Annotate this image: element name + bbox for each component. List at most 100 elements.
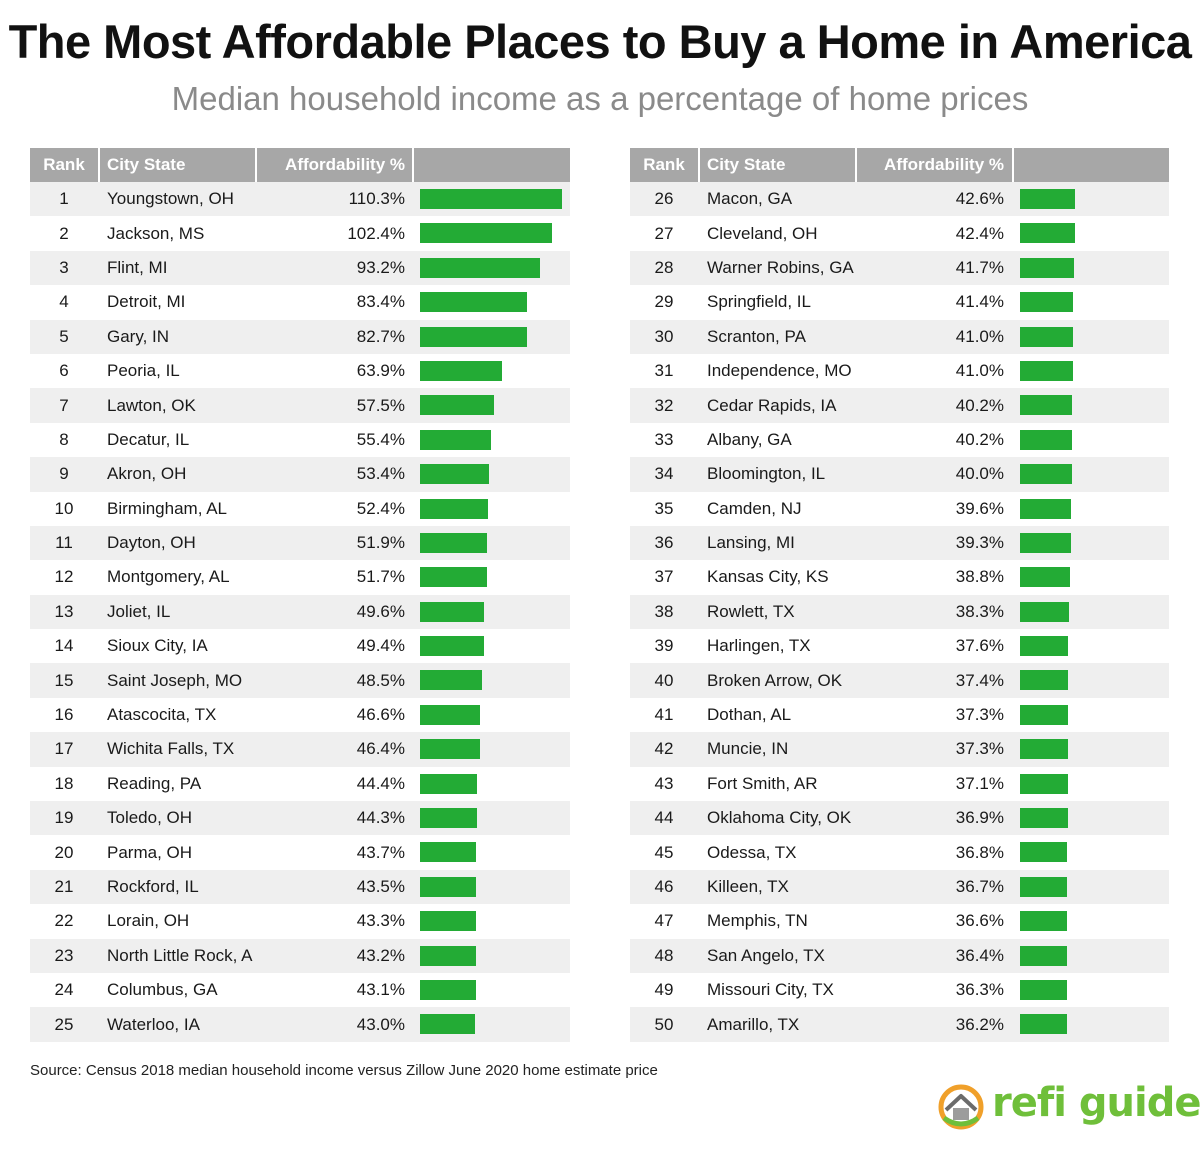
affordability-bar	[420, 636, 484, 657]
affordability-label: 36.6%	[955, 911, 1004, 931]
table-row: 44 Oklahoma City, OK 36.9%	[630, 801, 1169, 836]
affordability-bar	[1020, 773, 1068, 794]
affordability-bar	[1020, 360, 1073, 381]
city-cell: Springfield, IL	[707, 292, 811, 312]
affordability-label: 37.1%	[955, 773, 1004, 793]
affordability-bar	[1020, 326, 1073, 347]
affordability-bar	[420, 739, 480, 760]
city-cell: Fort Smith, AR	[707, 773, 818, 793]
city-cell: Peoria, IL	[107, 361, 180, 381]
table-row: 23 North Little Rock, A 43.2%	[30, 938, 570, 973]
table-header: Rank City State Affordability %	[630, 148, 1169, 182]
rank-cell: 18	[54, 773, 74, 793]
affordability-bar	[420, 601, 484, 622]
affordability-bar	[1020, 808, 1068, 829]
rank-cell: 23	[54, 945, 74, 965]
table-row: 5 Gary, IN 82.7%	[30, 319, 570, 354]
table-row: 46 Killeen, TX 36.7%	[630, 869, 1169, 905]
header-rank: Rank	[643, 155, 685, 174]
city-cell: Lansing, MI	[707, 533, 795, 553]
affordability-bar	[420, 292, 528, 313]
table-row: 25 Waterloo, IA 43.0%	[30, 1007, 570, 1042]
table-row: 2 Jackson, MS 102.4%	[30, 216, 570, 251]
table-row: 39 Harlingen, TX 37.6%	[630, 629, 1169, 664]
table-row: 9 Akron, OH 53.4%	[30, 457, 570, 492]
city-cell: Lawton, OK	[107, 395, 196, 415]
city-cell: Rowlett, TX	[707, 601, 795, 621]
rank-cell: 17	[54, 739, 74, 759]
affordability-bar	[420, 670, 483, 691]
affordability-bar	[420, 979, 476, 1000]
logo: refi guide	[936, 1080, 1200, 1130]
rank-cell: 36	[654, 533, 674, 553]
header-city: City State	[707, 155, 786, 174]
table-row: 16 Atascocita, TX 46.6%	[30, 697, 570, 733]
page-title: The Most Affordable Places to Buy a Home…	[8, 15, 1192, 68]
affordability-label: 44.3%	[356, 808, 405, 828]
table-row: 32 Cedar Rapids, IA 40.2%	[630, 388, 1169, 423]
table-row: 37 Kansas City, KS 38.8%	[630, 560, 1169, 595]
affordability-bar	[420, 1014, 476, 1035]
city-cell: Harlingen, TX	[707, 636, 811, 656]
table-body: 26 Macon, GA 42.6% 27 Cleveland, OH 42.4% 28 Wa…	[630, 182, 1169, 1042]
city-cell: Kansas City, KS	[707, 567, 829, 587]
rank-cell: 8	[59, 429, 69, 449]
affordability-label: 46.4%	[356, 739, 405, 759]
rank-cell: 10	[54, 498, 74, 518]
table-row: 21 Rockford, IL 43.5%	[30, 869, 570, 905]
affordability-bar	[420, 911, 476, 932]
affordability-label: 49.6%	[356, 601, 405, 621]
affordability-bar	[1020, 292, 1074, 313]
affordability-bar	[420, 532, 487, 553]
affordability-bar	[420, 945, 476, 966]
city-cell: San Angelo, TX	[707, 945, 825, 965]
city-cell: Macon, GA	[707, 189, 793, 209]
rank-cell: 46	[654, 877, 674, 896]
affordability-bar	[420, 498, 488, 519]
city-cell: Albany, GA	[707, 429, 792, 449]
rank-cell: 4	[59, 292, 69, 312]
affordability-bar	[420, 429, 492, 450]
rank-cell: 47	[654, 911, 674, 931]
table-row: 15 Saint Joseph, MO 48.5%	[30, 663, 570, 698]
header-affordability: Affordability %	[285, 155, 405, 174]
city-cell: Rockford, IL	[107, 877, 199, 896]
city-cell: Birmingham, AL	[107, 498, 227, 518]
affordability-label: 41.0%	[955, 361, 1004, 381]
rank-cell: 39	[654, 636, 674, 656]
city-cell: Camden, NJ	[707, 498, 802, 518]
affordability-label: 53.4%	[356, 464, 405, 484]
affordability-label: 37.4%	[955, 670, 1004, 690]
city-cell: Flint, MI	[107, 257, 168, 277]
rank-cell: 28	[654, 257, 674, 277]
rank-cell: 21	[54, 877, 74, 896]
rank-cell: 30	[654, 326, 674, 346]
affordability-label: 40.2%	[955, 429, 1004, 449]
affordability-bar	[1020, 876, 1068, 897]
affordability-bar	[1020, 1014, 1067, 1035]
affordability-bar	[1020, 601, 1070, 622]
rank-cell: 2	[59, 223, 69, 243]
affordability-label: 36.4%	[955, 945, 1004, 965]
table-row: 36 Lansing, MI 39.3%	[630, 525, 1169, 561]
table-row: 45 Odessa, TX 36.8%	[630, 835, 1169, 870]
affordability-bar	[420, 567, 487, 588]
table-row: 20 Parma, OH 43.7%	[30, 835, 570, 870]
rank-cell: 11	[55, 533, 73, 553]
rank-cell: 34	[654, 464, 674, 484]
table-row: 33 Albany, GA 40.2%	[630, 422, 1169, 458]
affordability-label: 41.0%	[955, 326, 1004, 346]
city-cell: Parma, OH	[107, 842, 193, 862]
rank-cell: 29	[654, 292, 674, 312]
rank-cell: 33	[654, 429, 674, 449]
affordability-bar	[420, 842, 477, 863]
affordability-bar	[1020, 532, 1071, 553]
header-rank: Rank	[43, 155, 85, 174]
table-row: 12 Montgomery, AL 51.7%	[30, 560, 570, 595]
affordability-label: 36.2%	[955, 1014, 1004, 1034]
header-city: City State	[107, 155, 186, 174]
city-cell: Memphis, TN	[707, 911, 808, 931]
affordability-bar	[420, 395, 494, 416]
page-subtitle: Median household income as a percentage …	[171, 80, 1029, 117]
affordability-label: 55.4%	[356, 429, 405, 449]
